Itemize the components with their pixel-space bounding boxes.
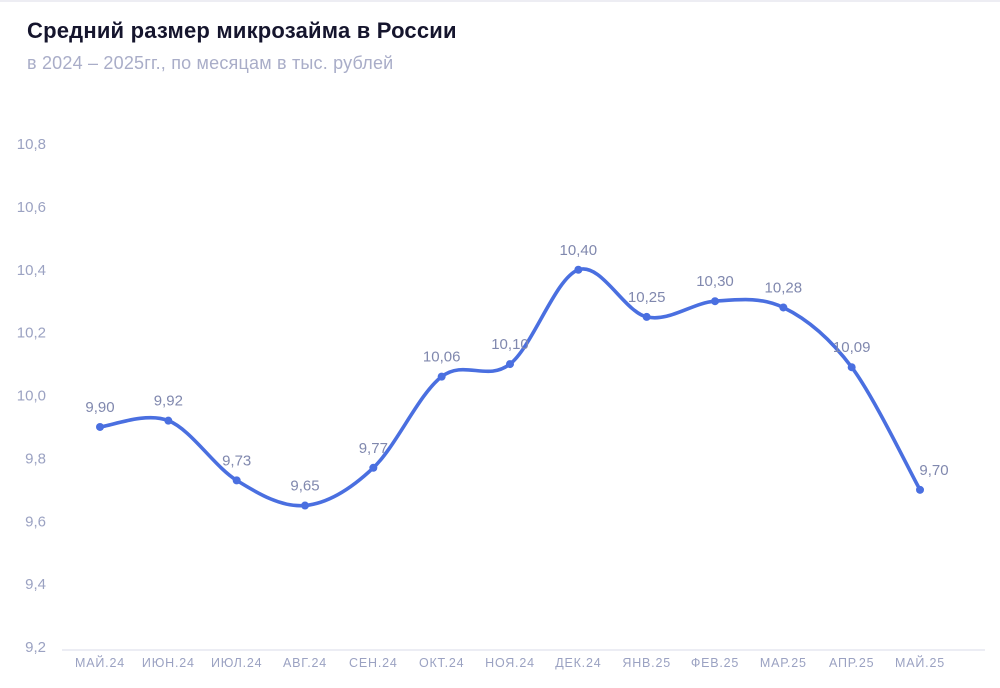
data-point <box>711 297 719 306</box>
data-point <box>301 501 309 510</box>
chart-subtitle: в 2024 – 2025гг., по месяцам в тыс. рубл… <box>27 53 394 73</box>
x-axis-label: ДЕК.24 <box>555 656 601 670</box>
data-point <box>437 372 446 381</box>
data-point <box>574 265 583 274</box>
x-axis-label: ИЮЛ.24 <box>211 656 262 670</box>
data-point-label: 9,65 <box>290 478 319 495</box>
data-point-label: 10,28 <box>765 279 803 296</box>
data-point <box>369 463 378 472</box>
x-axis-label: АВГ.24 <box>283 656 327 670</box>
data-point-label: 9,77 <box>359 440 388 457</box>
data-point <box>916 485 924 494</box>
y-axis-tick: 10,2 <box>17 325 46 342</box>
line-chart: 10,8 10,6 10,4 10,2 10,0 9,8 9,6 9,4 9,2 МАЙ.24 ИЮ… <box>17 136 985 670</box>
y-axis-tick: 10,0 <box>17 388 46 405</box>
data-point-label: 9,92 <box>154 393 183 410</box>
chart-title: Средний размер микрозайма в России <box>27 18 457 43</box>
y-axis-tick: 9,8 <box>25 450 46 467</box>
x-axis-label: МАР.25 <box>760 656 807 670</box>
y-axis-tick: 9,2 <box>25 639 46 656</box>
data-point-label: 10,30 <box>696 273 734 290</box>
y-axis-tick: 10,4 <box>17 262 46 279</box>
data-point-label: 10,06 <box>423 349 461 366</box>
x-axis-label: ФЕВ.25 <box>691 656 739 670</box>
x-axis-label: МАЙ.25 <box>895 655 945 670</box>
data-point <box>847 363 856 372</box>
x-axis-label: НОЯ.24 <box>485 656 535 670</box>
data-point-label: 10,25 <box>628 289 666 306</box>
data-point <box>779 303 788 312</box>
x-axis-label: МАЙ.24 <box>75 655 125 670</box>
data-point-label: 9,90 <box>85 399 114 416</box>
data-point <box>506 360 514 369</box>
data-point <box>232 476 241 485</box>
y-axis-tick: 9,6 <box>25 513 46 530</box>
y-axis-tick: 10,8 <box>17 136 46 153</box>
x-axis-label: ИЮН.24 <box>142 656 195 670</box>
data-point <box>96 422 104 431</box>
x-axis-label: ЯНВ.25 <box>622 656 671 670</box>
data-point-label: 10,09 <box>833 339 871 356</box>
chart-header: Средний размер микрозайма в России в 202… <box>0 2 1000 74</box>
data-point <box>642 312 651 321</box>
data-point-label: 10,40 <box>560 242 598 259</box>
x-axis-label: ОКТ.24 <box>419 656 464 670</box>
trend-line <box>98 267 922 508</box>
y-axis-tick: 9,4 <box>25 576 46 593</box>
y-axis-tick: 10,6 <box>17 199 46 216</box>
data-point <box>164 416 173 425</box>
x-axis-label: АПР.25 <box>829 656 874 670</box>
x-axis-label: СЕН.24 <box>349 656 398 670</box>
data-point-label: 10,10 <box>491 336 529 353</box>
data-point-label: 9,73 <box>222 452 251 469</box>
data-point-label: 9,70 <box>919 462 948 479</box>
